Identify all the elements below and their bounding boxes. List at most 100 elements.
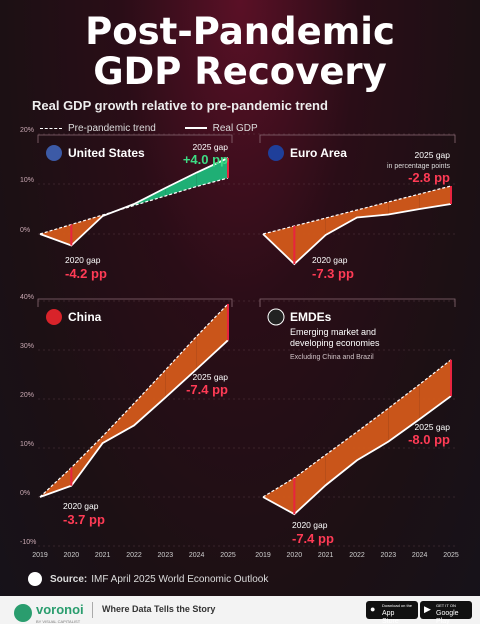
legend-pre-trend: Pre-pandemic trend: [40, 123, 156, 134]
gap-area: [40, 224, 72, 246]
gap-2025-label: 2025 gap: [193, 372, 229, 382]
legend-pre-label: Pre-pandemic trend: [68, 123, 156, 134]
source-text: IMF April 2025 World Economic Outlook: [91, 573, 269, 585]
panel-desc: Emerging market and: [290, 327, 376, 337]
y-tick-label: 0%: [20, 227, 30, 234]
gap-area: [134, 370, 166, 426]
gap-2020-value: -4.2 pp: [65, 266, 107, 281]
source-label: Source:: [50, 573, 88, 585]
y-tick-label: 20%: [20, 127, 34, 134]
app-store-button[interactable]: ● Download on the App Store: [366, 601, 418, 624]
panel-frame: [259, 134, 456, 143]
x-tick-label: 2025: [220, 552, 236, 559]
eu-flag-icon: [268, 145, 284, 161]
gap-area: [102, 403, 134, 444]
gap-2025-value: -2.8 pp: [408, 170, 450, 185]
legend-real-gdp: Real GDP: [184, 122, 258, 134]
x-tick-label: 2020: [287, 552, 303, 559]
x-tick-label: 2023: [381, 552, 397, 559]
y-tick-label: 30%: [20, 343, 34, 350]
gap-area: [165, 336, 197, 398]
gap-2025-label: 2025 gap: [415, 150, 451, 160]
gap-area: [196, 303, 228, 370]
voronoi-source-icon: [28, 572, 42, 586]
tagline: Where Data Tells the Story: [102, 604, 216, 614]
gap-area: [294, 218, 326, 264]
x-tick-label: 2025: [443, 552, 459, 559]
brand-name: voronoi: [36, 602, 84, 617]
us-flag-icon: [46, 145, 62, 161]
panel-title: Euro Area: [290, 146, 347, 160]
gap-area: [357, 408, 389, 461]
gap-2025-value: +4.0 pp: [183, 152, 228, 167]
gap-2020-label: 2020 gap: [312, 255, 348, 265]
y-tick-label: 10%: [20, 441, 34, 448]
pre-trend-line: [39, 303, 229, 498]
google-play-button[interactable]: ▶ GET IT ON Google Play: [420, 601, 472, 624]
panel-title: China: [68, 310, 102, 324]
y-tick-label: -10%: [20, 539, 36, 546]
gap-area: [294, 454, 326, 515]
gap-area: [196, 158, 228, 187]
brand[interactable]: voronoi BY VISUAL CAPITALIST: [14, 601, 84, 624]
source-line: Source: IMF April 2025 World Economic Ou…: [28, 572, 268, 586]
play-small: GET IT ON: [436, 603, 456, 608]
gap-2020-label: 2020 gap: [65, 255, 101, 265]
gap-area: [388, 194, 420, 215]
gap-area: [71, 436, 103, 486]
footer: voronoi BY VISUAL CAPITALIST Where Data …: [0, 596, 480, 624]
apple-icon: ●: [370, 604, 376, 614]
x-tick-label: 2022: [349, 552, 365, 559]
app-store-small: Download on the: [382, 603, 413, 608]
legend-real-label: Real GDP: [212, 122, 258, 134]
gap-area: [263, 477, 295, 515]
title-line-1: Post-Pandemic: [85, 10, 395, 53]
gap-2020-label: 2020 gap: [292, 520, 328, 530]
gap-2020-value: -7.3 pp: [312, 266, 354, 281]
gap-2025-label: 2025 gap: [193, 142, 229, 152]
subtitle: Real GDP growth relative to pre-pandemic…: [32, 98, 328, 113]
y-tick-label: 20%: [20, 392, 34, 399]
x-tick-label: 2019: [255, 552, 271, 559]
footer-divider: [92, 602, 93, 618]
y-tick-label: 40%: [20, 294, 34, 301]
gap-2025-value: -7.4 pp: [186, 382, 228, 397]
x-tick-label: 2019: [32, 552, 48, 559]
panel-frame: [37, 134, 233, 143]
gap-area: [263, 226, 295, 264]
x-tick-label: 2024: [412, 552, 428, 559]
panel-title: EMDEs: [290, 310, 332, 324]
gap-area: [419, 359, 451, 420]
china-flag-icon: [46, 309, 62, 325]
x-tick-label: 2021: [318, 552, 334, 559]
voronoi-logo-icon: [14, 603, 32, 622]
gap-2025-sub: in percentage points: [387, 163, 451, 170]
gap-2025-label: 2025 gap: [415, 422, 451, 432]
legend: Pre-pandemic trend Real GDP: [40, 121, 284, 134]
title-line-2: GDP Recovery: [93, 50, 387, 93]
gap-area: [165, 172, 197, 196]
app-store-label: App Store: [382, 610, 399, 624]
brand-sub: BY VISUAL CAPITALIST: [36, 619, 81, 624]
gap-area: [419, 186, 451, 209]
gap-area: [325, 431, 357, 486]
x-tick-label: 2023: [158, 552, 174, 559]
gap-2025-value: -8.0 pp: [408, 432, 450, 447]
play-icon: ▶: [424, 604, 431, 614]
y-tick-label: 0%: [20, 490, 30, 497]
panel-note: Excluding China and Brazil: [290, 354, 374, 361]
x-tick-label: 2022: [126, 552, 142, 559]
y-tick-label: 10%: [20, 177, 34, 184]
panel-frame: [37, 298, 233, 307]
play-label: Google Play: [436, 610, 459, 624]
panel-desc: developing economies: [290, 338, 380, 348]
gap-area: [388, 384, 420, 442]
x-tick-label: 2021: [95, 552, 111, 559]
panel-title: United States: [68, 146, 145, 160]
dashed-line-icon: [40, 128, 62, 129]
globe-icon: [267, 308, 285, 326]
gap-2020-value: -7.4 pp: [292, 531, 334, 546]
gap-2020-value: -3.7 pp: [63, 512, 105, 527]
gap-area: [357, 202, 389, 218]
